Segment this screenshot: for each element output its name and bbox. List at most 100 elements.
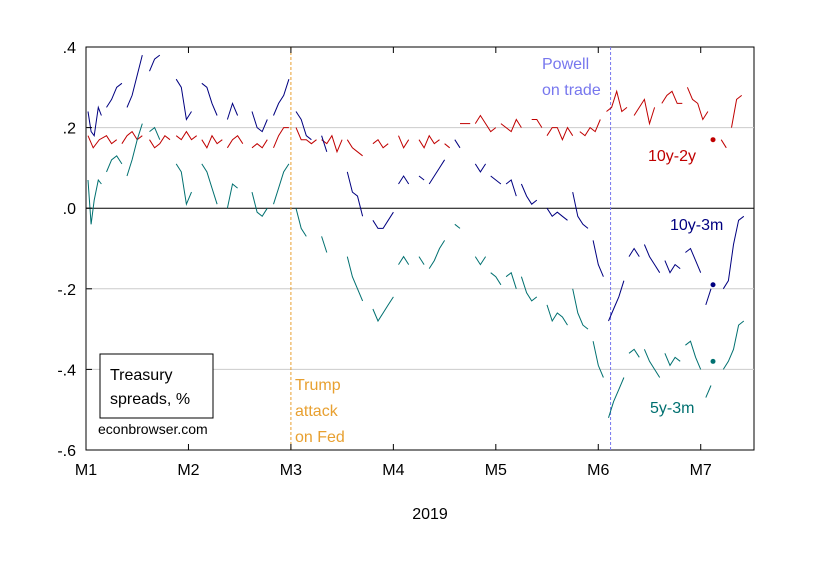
series-segment-5y-3m <box>505 271 517 289</box>
series-segment-5y-3m <box>251 191 268 218</box>
series-segment-10y-3m <box>201 82 218 116</box>
series-segment-5y-3m <box>490 272 502 286</box>
series-segment-5y-3m <box>608 377 625 418</box>
series-segment-10y-2y <box>398 135 410 149</box>
series-segment-10y-3m <box>454 139 461 149</box>
series-segment-10y-3m <box>474 163 487 173</box>
series-segment-10y-3m <box>664 260 681 274</box>
x-tick-label: M5 <box>485 462 507 479</box>
series-segment-10y-2y <box>87 135 118 149</box>
series-segment-10y-2y <box>720 139 727 149</box>
x-tick-label: M2 <box>177 462 199 479</box>
series-segment-10y-3m <box>428 159 446 185</box>
series-segment-10y-3m <box>251 111 268 133</box>
series-segment-10y-3m <box>87 105 102 137</box>
series-segment-10y-2y <box>226 134 244 149</box>
series-segment-10y-3m <box>295 111 312 141</box>
series-segment-10y-3m <box>321 135 328 152</box>
y-tick-label: -.2 <box>57 282 76 299</box>
series-segment-5y-3m <box>273 163 290 205</box>
series-segment-10y-3m <box>705 288 712 306</box>
annotation-powell: Powell on trade <box>542 56 601 99</box>
x-tick-label: M3 <box>280 462 302 479</box>
powell-annotation-line-1: Powell <box>542 56 589 73</box>
series-segment-5y-3m <box>295 208 307 237</box>
series-segment-10y-2y <box>418 134 440 149</box>
series-segment-5y-3m <box>572 288 589 330</box>
series-segment-10y-3m <box>685 247 702 273</box>
series-segment-10y-3m <box>273 79 290 116</box>
series-segment-10y-2y <box>149 134 171 149</box>
series-segment-10y-3m <box>608 280 625 322</box>
x-axis: M1 M2 M3 M4 M5 M6 M7 <box>75 47 712 479</box>
series-segment-5y-3m <box>685 340 702 370</box>
series-segment-10y-3m <box>226 101 239 120</box>
y-tick-label: .4 <box>63 40 76 57</box>
annotation-lines <box>290 47 612 450</box>
series-segment-10y-3m <box>490 175 502 185</box>
series-segment-10y-3m <box>505 179 517 197</box>
series-segment-10y-2y <box>201 134 223 149</box>
x-axis-label: 2019 <box>412 506 448 523</box>
series-segment-10y-2y <box>661 90 683 104</box>
x-tick-label: M4 <box>382 462 404 479</box>
series-segment-5y-3m <box>546 304 568 326</box>
series-segment-5y-3m <box>520 276 538 302</box>
y-tick-label: .2 <box>63 121 76 138</box>
series-segment-10y-2y <box>606 89 628 113</box>
trump-annotation-line-1: Trump <box>295 377 341 394</box>
series-segment-10y-2y <box>731 95 743 128</box>
series-segment-10y-3m <box>346 171 364 217</box>
series-point-5y-3m <box>710 358 716 364</box>
series-segment-5y-3m <box>592 341 604 378</box>
series-segment-10y-3m <box>126 54 143 108</box>
series-segment-5y-3m <box>201 163 218 205</box>
y-tick-label: -.4 <box>57 362 76 379</box>
series-segment-5y-3m <box>628 348 640 358</box>
series-segment-10y-2y <box>633 98 656 126</box>
series-segment-10y-3m <box>643 244 661 273</box>
series-segment-10y-2y <box>500 118 522 133</box>
series-segment-10y-2y <box>372 138 389 149</box>
series-segment-5y-3m <box>474 256 487 266</box>
series-segment-10y-3m <box>418 175 425 181</box>
series-segment-10y-3m <box>372 211 394 229</box>
series-segment-10y-3m <box>628 247 640 257</box>
series-segment-10y-2y <box>175 130 198 141</box>
series-segment-10y-3m <box>722 215 745 290</box>
series-segment-10y-2y <box>474 114 497 133</box>
series-segment-10y-2y <box>579 119 601 137</box>
series-segment-10y-3m <box>520 183 538 205</box>
series-segment-10y-3m <box>546 207 568 221</box>
series-segment-10y-3m <box>106 82 123 108</box>
y-tick-label: .0 <box>63 201 76 218</box>
y-tick-label: -.6 <box>57 443 76 460</box>
series-segment-5y-3m <box>175 163 192 207</box>
series-segment-5y-3m <box>418 256 425 265</box>
series-segment-5y-3m <box>106 155 123 173</box>
legend-box: Treasury spreads, % <box>99 353 214 419</box>
series-segment-5y-3m <box>454 223 461 229</box>
series-segment-5y-3m <box>428 240 446 269</box>
annotation-trump: Trump attack on Fed <box>295 377 345 446</box>
series-segment-5y-3m <box>705 385 712 398</box>
x-tick-label: M1 <box>75 462 97 479</box>
series-segment-10y-2y <box>121 130 143 144</box>
series-segment-5y-3m <box>664 353 681 367</box>
series-segment-10y-2y <box>251 139 268 149</box>
powell-annotation-line-2: on trade <box>542 82 601 99</box>
series-label-5y-3m: 5y-3m <box>650 400 694 417</box>
series-10y-3m <box>87 54 745 322</box>
trump-annotation-line-2: attack <box>295 403 339 420</box>
series-segment-10y-3m <box>592 240 604 277</box>
series-segment-10y-2y <box>546 126 574 141</box>
source-credit: econbrowser.com <box>98 421 208 437</box>
series-segment-5y-3m <box>372 296 394 323</box>
series-segment-10y-3m <box>149 54 161 72</box>
series-segment-5y-3m <box>643 349 661 378</box>
series-segment-10y-2y <box>295 127 317 145</box>
series-label-10y-3m: 10y-3m <box>670 217 723 234</box>
series-segment-5y-3m <box>346 256 364 302</box>
series-segment-10y-3m <box>572 191 589 229</box>
x-tick-label: M6 <box>587 462 609 479</box>
